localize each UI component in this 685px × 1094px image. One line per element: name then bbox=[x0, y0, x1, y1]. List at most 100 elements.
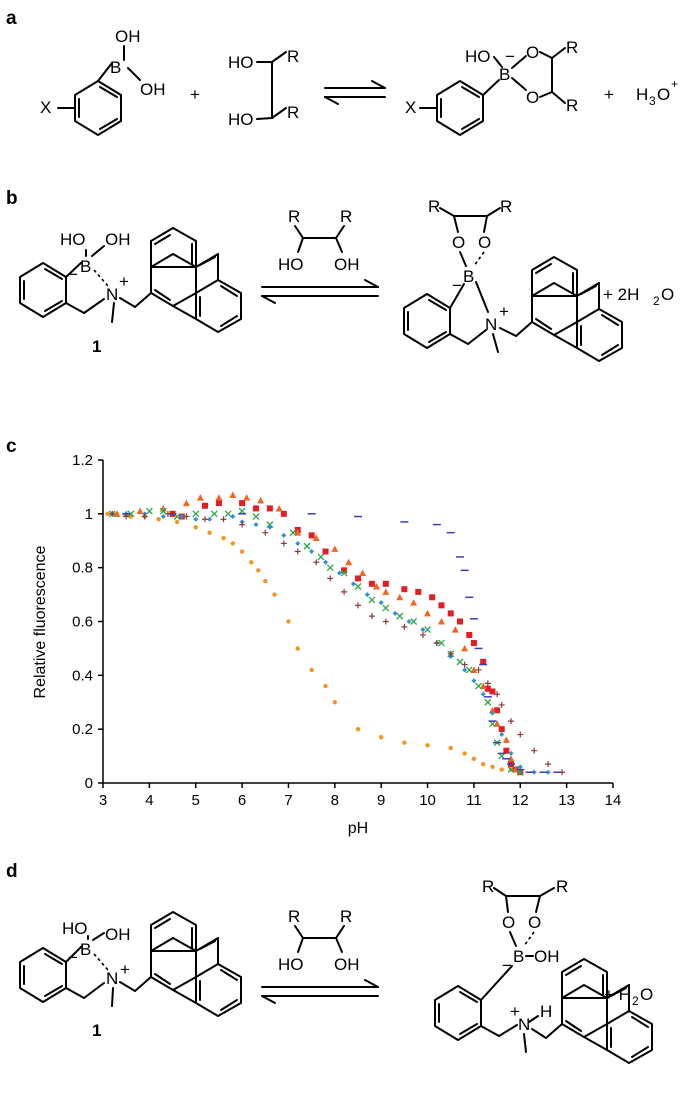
data-point bbox=[253, 505, 259, 512]
boron-atom: B bbox=[110, 58, 121, 77]
ring-oxygen: O bbox=[452, 233, 465, 252]
phenylboronic-acid: B OH OH X bbox=[40, 27, 166, 136]
negative-charge: − bbox=[505, 47, 515, 66]
data-point bbox=[317, 553, 325, 561]
data-point bbox=[480, 658, 487, 665]
x-tick-label: 10 bbox=[419, 792, 436, 809]
svg-text:+ 2H: + 2H bbox=[603, 285, 639, 304]
r-group-label: R bbox=[287, 47, 299, 66]
data-point bbox=[396, 593, 404, 601]
data-point bbox=[494, 691, 501, 698]
data-point bbox=[249, 560, 254, 565]
data-point bbox=[105, 511, 110, 517]
data-point bbox=[382, 618, 389, 625]
data-point bbox=[340, 569, 348, 577]
svg-text:O: O bbox=[661, 285, 674, 304]
equilibrium-arrow bbox=[324, 80, 386, 105]
y-tick-label: 0.4 bbox=[72, 667, 93, 684]
y-tick-label: 0 bbox=[85, 775, 93, 792]
benzene-ring bbox=[74, 80, 122, 136]
data-point bbox=[113, 510, 121, 517]
data-point bbox=[378, 600, 384, 606]
data-point bbox=[364, 592, 370, 598]
data-point bbox=[309, 549, 315, 555]
data-point bbox=[341, 567, 348, 574]
hydroxyl-label: OH bbox=[534, 947, 560, 966]
svg-text:O: O bbox=[640, 985, 653, 1004]
data-point bbox=[498, 726, 505, 733]
ring-oxygen: O bbox=[502, 913, 515, 932]
hydroxyl-label: HO bbox=[278, 255, 304, 274]
panel-c: c Relative fluorescence pH 3 4 5 6 7 8 9 10 11 12… bbox=[6, 436, 621, 837]
data-point bbox=[425, 743, 430, 748]
data-point bbox=[229, 491, 237, 498]
data-point bbox=[489, 688, 496, 695]
data-point bbox=[272, 592, 277, 597]
data-point bbox=[252, 513, 260, 520]
compound-number: 1 bbox=[92, 337, 101, 356]
data-point bbox=[239, 500, 246, 507]
data-point bbox=[179, 514, 185, 520]
data-point bbox=[109, 510, 116, 517]
nitrogen-atom: N bbox=[106, 285, 118, 304]
r-group-label: R bbox=[340, 207, 352, 226]
data-point bbox=[355, 575, 361, 582]
r-group-label: R bbox=[340, 907, 352, 926]
data-point bbox=[368, 613, 375, 620]
data-point bbox=[433, 640, 440, 647]
x-tick-label: 3 bbox=[99, 792, 107, 809]
data-point bbox=[475, 682, 483, 690]
svg-text:H: H bbox=[636, 85, 648, 104]
data-point bbox=[308, 532, 315, 539]
r-group-label: R bbox=[288, 907, 300, 926]
data-point bbox=[382, 580, 389, 587]
data-point bbox=[517, 731, 524, 738]
data-point bbox=[262, 529, 269, 536]
hydroxyl-label: OH bbox=[105, 230, 131, 249]
data-point bbox=[183, 513, 190, 520]
x-tick-label: 5 bbox=[192, 792, 200, 809]
svg-text:O: O bbox=[657, 85, 670, 104]
substituent-x-label: X bbox=[40, 98, 51, 117]
x-tick-label: 13 bbox=[558, 792, 575, 809]
data-point bbox=[322, 548, 329, 555]
data-point bbox=[420, 627, 426, 633]
data-point bbox=[447, 650, 454, 657]
x-tick-label: 9 bbox=[377, 792, 385, 809]
data-point bbox=[224, 510, 232, 518]
ring-oxygen: O bbox=[526, 43, 539, 62]
data-point bbox=[230, 541, 236, 546]
data-point bbox=[424, 626, 432, 634]
x-tick-label: 14 bbox=[605, 792, 622, 809]
diol-reactant: HO HO R R bbox=[228, 47, 299, 129]
data-point bbox=[341, 588, 348, 595]
data-point bbox=[480, 691, 486, 697]
benzene-ring bbox=[403, 293, 451, 349]
benzene-ring bbox=[436, 80, 484, 136]
data-point bbox=[415, 588, 422, 595]
r-group-label: R bbox=[287, 103, 299, 122]
data-point bbox=[182, 499, 190, 507]
data-point bbox=[494, 707, 501, 714]
data-point bbox=[461, 644, 469, 652]
svg-text:2: 2 bbox=[632, 994, 639, 1008]
r-group-label: R bbox=[428, 197, 440, 216]
data-point bbox=[323, 683, 328, 689]
hydroxyl-label: OH bbox=[334, 955, 360, 974]
nitrogen-atom: N bbox=[518, 1015, 530, 1034]
data-point bbox=[470, 640, 477, 647]
positive-charge: + bbox=[499, 302, 509, 321]
data-point bbox=[466, 631, 473, 638]
data-point bbox=[141, 513, 148, 520]
ring-oxygen: O bbox=[478, 233, 491, 252]
data-point bbox=[215, 500, 222, 507]
data-point bbox=[503, 747, 510, 754]
boron-atom: B bbox=[80, 257, 91, 276]
hydroxyl-label: HO bbox=[60, 230, 86, 249]
y-tick-label: 0.8 bbox=[72, 560, 93, 577]
panel-c-label: c bbox=[6, 436, 17, 457]
anthracene bbox=[531, 256, 623, 362]
data-point bbox=[156, 517, 161, 522]
anthracene bbox=[150, 227, 242, 333]
